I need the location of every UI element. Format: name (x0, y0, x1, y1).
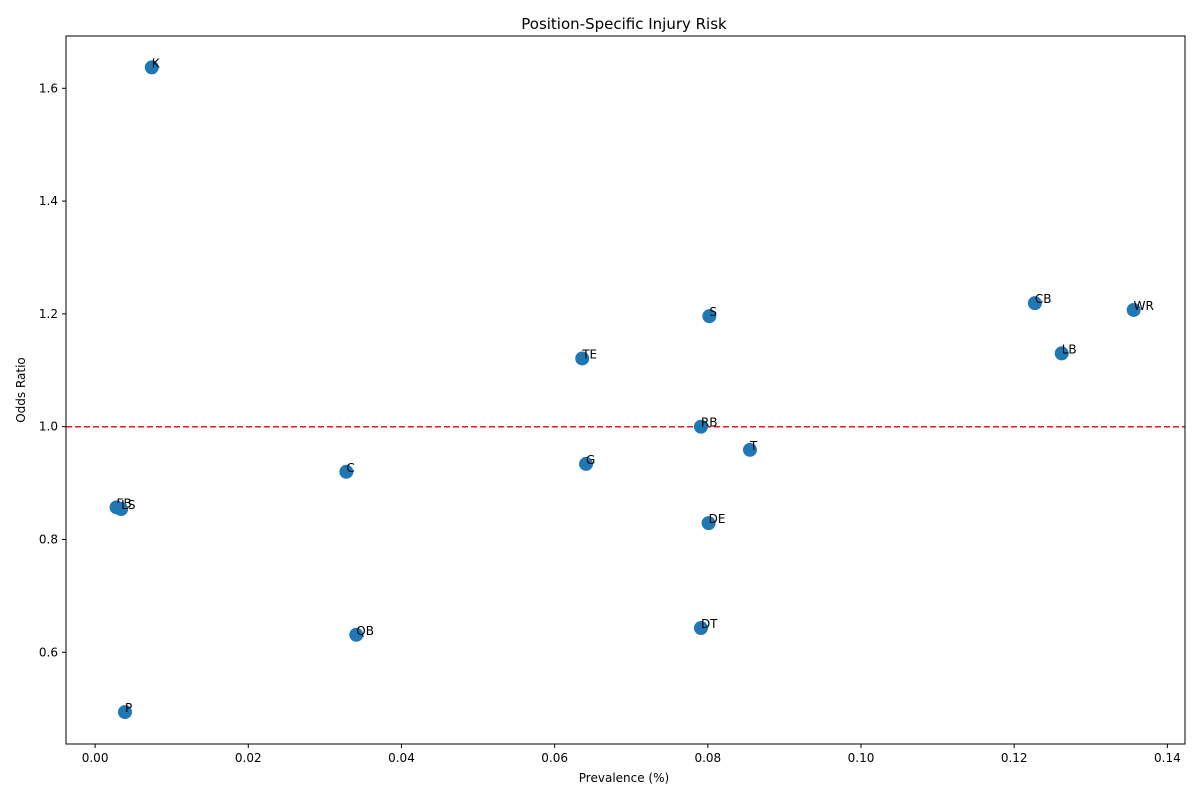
x-tick-label: 0.10 (848, 751, 875, 765)
y-axis-label: Odds Ratio (14, 357, 28, 423)
x-tick-label: 0.08 (694, 751, 721, 765)
data-point (579, 456, 594, 471)
data-point (1027, 296, 1042, 311)
y-tick-label: 0.6 (39, 645, 58, 659)
point-label: QB (356, 624, 374, 638)
point-label: G (586, 453, 595, 467)
point-label: WR (1134, 299, 1154, 313)
point-label: T (749, 439, 758, 453)
point-label: LB (1062, 342, 1077, 356)
data-point (701, 516, 716, 531)
data-point (117, 705, 132, 720)
x-tick-label: 0.04 (388, 751, 415, 765)
data-point (339, 464, 354, 479)
data-point (1054, 346, 1069, 361)
point-label: K (152, 56, 161, 70)
data-point (1126, 302, 1141, 317)
point-label: P (125, 701, 132, 715)
y-tick-label: 1.6 (39, 81, 58, 95)
x-tick-label: 0.00 (82, 751, 109, 765)
x-tick-label: 0.14 (1154, 751, 1181, 765)
plot-area: KCBWRSLBTERBTGCFBLSDEDTQBP0.000.020.040.… (39, 35, 1186, 765)
x-tick-label: 0.12 (1001, 751, 1028, 765)
point-label: C (346, 461, 354, 475)
plot-frame (65, 35, 1186, 745)
data-point (349, 627, 364, 642)
data-point (693, 621, 708, 636)
y-tick-label: 0.8 (39, 532, 58, 546)
data-point (693, 419, 708, 434)
data-point (575, 351, 590, 366)
point-label: LS (121, 498, 135, 512)
data-point (144, 60, 159, 75)
data-point (702, 309, 717, 324)
point-label: RB (701, 416, 718, 430)
y-tick-label: 1.0 (39, 420, 58, 434)
x-axis-label: Prevalence (%) (579, 771, 669, 785)
y-tick-label: 1.4 (39, 194, 58, 208)
chart-title: Position-Specific Injury Risk (521, 15, 727, 33)
x-tick-label: 0.02 (235, 751, 262, 765)
point-label: DT (701, 617, 718, 631)
point-label: CB (1035, 292, 1052, 306)
point-label: DE (709, 512, 726, 526)
data-point (742, 442, 757, 457)
point-label: S (709, 305, 717, 319)
data-point (114, 502, 129, 517)
x-tick-label: 0.06 (541, 751, 568, 765)
y-tick-label: 1.2 (39, 307, 58, 321)
point-label: TE (581, 347, 597, 361)
